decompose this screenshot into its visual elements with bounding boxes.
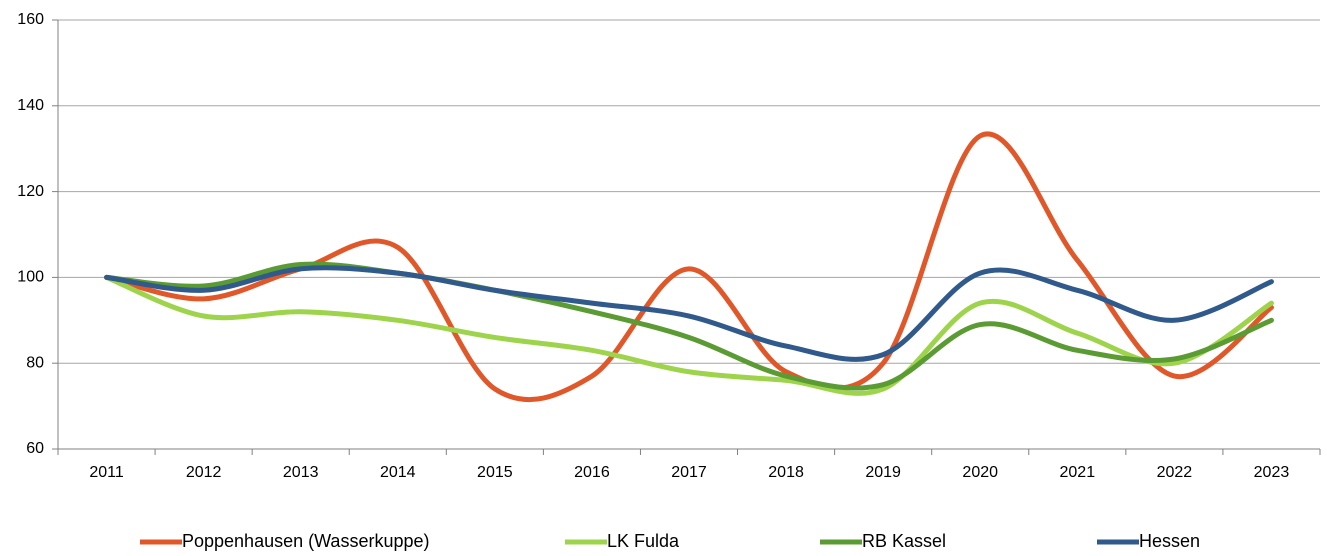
x-tick-label: 2012 bbox=[186, 464, 222, 481]
y-tick-label: 80 bbox=[26, 354, 44, 371]
x-tick-label: 2013 bbox=[283, 464, 319, 481]
series-line bbox=[104, 274, 1274, 396]
y-tick-label: 160 bbox=[17, 11, 44, 28]
x-tick-label: 2015 bbox=[477, 464, 513, 481]
x-tick-label: 2019 bbox=[865, 464, 901, 481]
legend-label: Poppenhausen (Wasserkuppe) bbox=[182, 531, 429, 551]
x-tick-label: 2021 bbox=[1060, 464, 1096, 481]
y-tick-label: 100 bbox=[17, 269, 44, 286]
series-line bbox=[104, 265, 1274, 362]
x-tick-label: 2020 bbox=[962, 464, 998, 481]
legend: Poppenhausen (Wasserkuppe) LK Fulda RB Kas… bbox=[140, 531, 1200, 551]
x-tick-label: 2017 bbox=[671, 464, 707, 481]
x-tick-label: 2023 bbox=[1254, 464, 1290, 481]
x-tick-label: 2014 bbox=[380, 464, 416, 481]
legend-label: Hessen bbox=[1139, 531, 1200, 551]
legend-label: LK Fulda bbox=[607, 531, 680, 551]
y-tick-label: 140 bbox=[17, 97, 44, 114]
x-tick-label: 2018 bbox=[768, 464, 804, 481]
legend-label: RB Kassel bbox=[862, 531, 946, 551]
x-tick-label: 2022 bbox=[1157, 464, 1193, 481]
series-line bbox=[104, 131, 1274, 403]
x-tick-label: 2011 bbox=[89, 464, 124, 481]
y-tick-label: 120 bbox=[17, 183, 44, 200]
x-tick-label: 2016 bbox=[574, 464, 610, 481]
y-tick-label: 60 bbox=[26, 440, 44, 457]
series-line bbox=[104, 261, 1274, 391]
